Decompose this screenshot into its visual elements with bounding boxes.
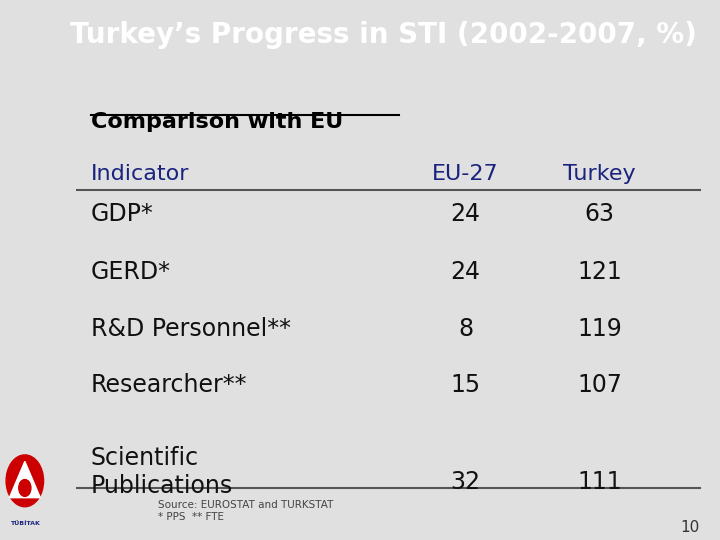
Text: 24: 24 [451, 202, 480, 226]
Text: R&D Personnel**: R&D Personnel** [91, 317, 291, 341]
Text: 15: 15 [451, 373, 481, 397]
Text: Indicator: Indicator [91, 164, 189, 184]
Text: 107: 107 [577, 373, 622, 397]
Text: Turkey’s Progress in STI (2002-2007, %): Turkey’s Progress in STI (2002-2007, %) [71, 21, 698, 49]
Text: GERD*: GERD* [91, 260, 171, 285]
Text: GDP*: GDP* [91, 202, 153, 226]
Text: EU-27: EU-27 [432, 164, 499, 184]
Text: Researcher**: Researcher** [91, 373, 247, 397]
Text: 63: 63 [585, 202, 614, 226]
Circle shape [6, 455, 44, 507]
Text: TÜBİTAK: TÜBİTAK [10, 521, 40, 526]
Text: Turkey: Turkey [563, 164, 636, 184]
Text: 10: 10 [680, 521, 700, 535]
Polygon shape [9, 461, 40, 498]
Text: 32: 32 [451, 469, 480, 494]
Text: 24: 24 [451, 260, 480, 285]
Text: 8: 8 [458, 317, 473, 341]
Circle shape [19, 480, 31, 496]
Text: 121: 121 [577, 260, 622, 285]
Text: 111: 111 [577, 469, 622, 494]
Text: Comparison with EU: Comparison with EU [91, 112, 343, 132]
Text: 119: 119 [577, 317, 622, 341]
Text: Scientific
Publications: Scientific Publications [91, 446, 233, 498]
Text: Source: EUROSTAT and TURKSTAT
* PPS  ** FTE: Source: EUROSTAT and TURKSTAT * PPS ** F… [158, 500, 333, 522]
